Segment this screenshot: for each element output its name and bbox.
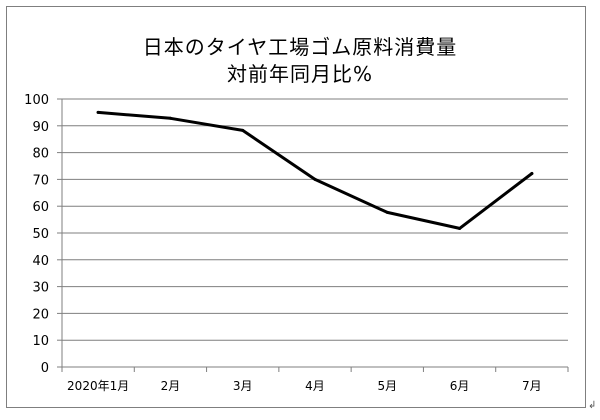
axes — [57, 98, 569, 372]
y-tick-label: 30 — [32, 281, 49, 296]
x-tick-labels: 2020年1月 2月 3月 4月 5月 6月 7月 — [67, 379, 542, 393]
y-tick-label: 70 — [32, 173, 49, 188]
series-line — [96, 110, 534, 230]
y-tick-labels: 0 10 20 30 40 50 60 70 80 90 100 — [24, 93, 49, 376]
x-tick-label: 7月 — [522, 379, 542, 393]
gridlines — [62, 98, 568, 341]
data-point — [313, 177, 317, 181]
y-tick-label: 0 — [41, 361, 49, 376]
y-tick-label: 100 — [24, 93, 49, 108]
x-tick-label: 2月 — [161, 379, 181, 393]
data-point — [530, 172, 534, 176]
y-tick-label: 50 — [32, 227, 49, 242]
data-point — [385, 210, 389, 214]
data-point — [168, 116, 172, 120]
y-tick-label: 10 — [32, 334, 49, 349]
y-tick-label: 40 — [32, 254, 49, 269]
chart-subtitle: 対前年同月比% — [226, 62, 373, 86]
x-tick-label: 5月 — [377, 379, 397, 393]
y-tick-label: 90 — [32, 120, 49, 135]
x-tick-label: 4月 — [305, 379, 325, 393]
x-tick-label: 2020年1月 — [67, 379, 129, 393]
data-point — [96, 110, 100, 114]
data-point — [458, 226, 462, 230]
y-tick-label: 20 — [32, 307, 49, 322]
y-tick-label: 80 — [32, 147, 49, 162]
y-tick-label: 60 — [32, 200, 49, 215]
series-layer — [96, 110, 534, 230]
x-tick-label: 3月 — [233, 379, 253, 393]
chart-title: 日本のタイヤ工場ゴム原料消費量 — [142, 35, 458, 59]
data-point — [241, 128, 245, 132]
paragraph-return-mark: ↲ — [588, 400, 597, 411]
x-tick-label: 6月 — [450, 379, 470, 393]
